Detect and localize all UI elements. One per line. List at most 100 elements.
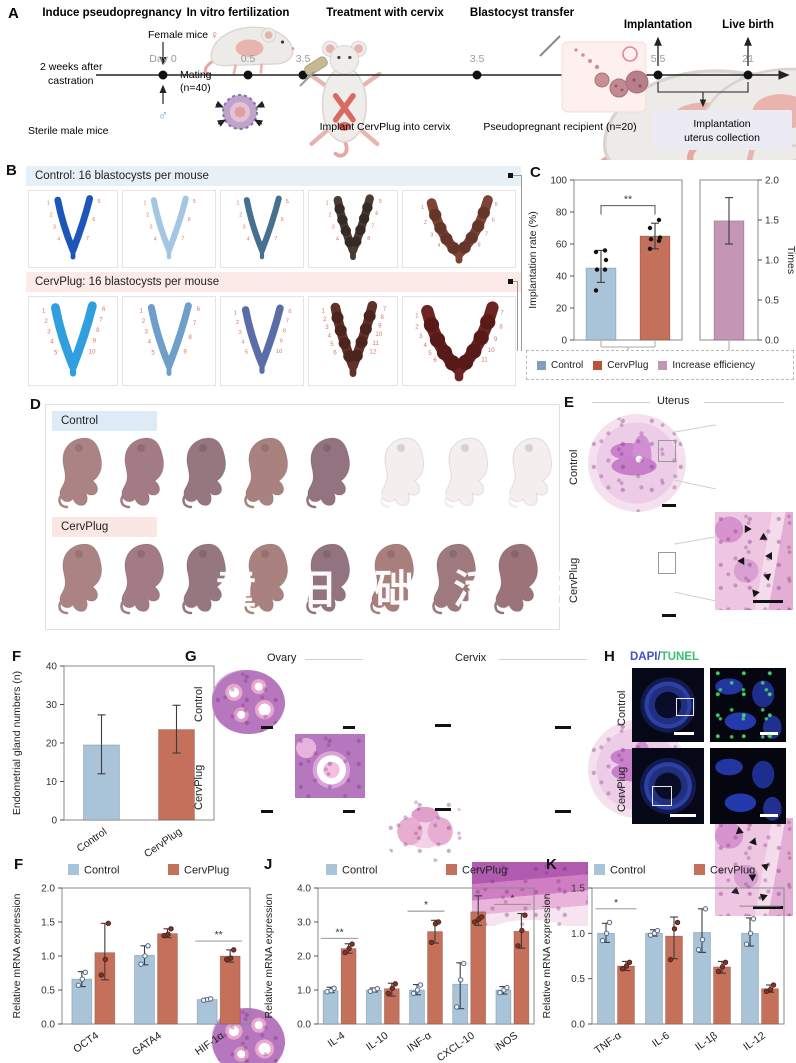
pup xyxy=(58,436,103,509)
svg-text:IL-12: IL-12 xyxy=(741,1030,768,1054)
svg-text:2: 2 xyxy=(146,212,149,218)
step-title-5: Implantation xyxy=(624,19,692,31)
timepoint-3-5b: 3.5 xyxy=(470,53,485,65)
legend-cervplug: CervPlug xyxy=(607,359,649,371)
svg-text:2: 2 xyxy=(415,323,419,330)
svg-text:3: 3 xyxy=(150,224,153,230)
panel-k-letter: K xyxy=(546,856,557,873)
svg-text:IL-10: IL-10 xyxy=(364,1030,391,1054)
svg-text:8: 8 xyxy=(381,314,385,321)
uterus-histology-panel: Uterus Control CervPlug xyxy=(562,392,796,916)
svg-text:1.0: 1.0 xyxy=(41,952,55,963)
sterile-male-label: Sterile male mice xyxy=(28,125,109,137)
legend-control: Control xyxy=(551,359,584,371)
cervplug-group-header: CervPlug: 16 blastocysts per mouse xyxy=(26,272,521,292)
uterus-zoom-cervplug xyxy=(715,818,793,916)
uterus-image: 1 2 3 4 5 6 7 8 9 10 11 12 xyxy=(308,296,398,386)
control-connector-node xyxy=(508,173,513,178)
svg-text:CervPlug: CervPlug xyxy=(184,865,229,877)
svg-text:9: 9 xyxy=(494,336,498,343)
step-title-1: Induce pseudopregnancy xyxy=(42,7,182,19)
svg-text:5: 5 xyxy=(330,341,334,348)
svg-text:7: 7 xyxy=(181,236,184,242)
panel-i-label: F xyxy=(14,856,24,873)
svg-text:2: 2 xyxy=(323,316,327,323)
cervix-control xyxy=(385,798,465,862)
ovary-cervix-panel: G Ovary Cervix Control CervPlug xyxy=(183,648,593,1063)
panel-d-label: D xyxy=(30,396,41,413)
svg-text:5: 5 xyxy=(97,199,100,205)
implantation-rate-chart: 0 20 40 60 80 100 Implantation rate (%) ** 0.0 0.… xyxy=(527,176,796,356)
pup xyxy=(182,436,227,509)
svg-text:CervPlug: CervPlug xyxy=(462,865,507,877)
svg-text:10: 10 xyxy=(375,331,382,338)
svg-text:4: 4 xyxy=(438,243,441,249)
svg-text:8: 8 xyxy=(188,334,192,341)
dapi-tunel-title: DAPI/TUNEL xyxy=(630,651,700,663)
svg-text:6: 6 xyxy=(375,211,378,217)
svg-text:*: * xyxy=(758,894,762,906)
svg-text:**: ** xyxy=(336,926,344,938)
svg-text:CervPlug: CervPlug xyxy=(710,865,755,877)
svg-text:4: 4 xyxy=(50,339,54,346)
pups-control-row xyxy=(46,435,559,511)
svg-text:5: 5 xyxy=(151,349,155,356)
svg-text:*: * xyxy=(510,892,514,904)
svg-text:8: 8 xyxy=(499,323,503,330)
svg-text:**: ** xyxy=(624,194,632,206)
svg-text:10: 10 xyxy=(89,349,96,356)
control-group-title: Control: 16 blastocysts per mouse xyxy=(35,170,209,182)
pup-faded xyxy=(508,436,553,509)
svg-text:Control: Control xyxy=(342,865,377,877)
svg-text:0.5: 0.5 xyxy=(765,296,779,307)
step-title-3: Treatment with cervix xyxy=(326,7,444,19)
pup xyxy=(244,436,289,509)
svg-text:11: 11 xyxy=(373,340,380,347)
svg-text:2: 2 xyxy=(236,320,239,326)
cervplug-implant-icon xyxy=(304,56,328,76)
watermark-text: 童 旧 础 活 用 xyxy=(216,568,587,612)
svg-text:40: 40 xyxy=(46,662,58,673)
svg-text:100: 100 xyxy=(550,176,567,187)
svg-text:0.0: 0.0 xyxy=(297,1020,311,1031)
panel-c-legend: Control CervPlug Increase efficiency xyxy=(526,350,794,380)
uterus-image: 1 2 3 4 5 6 7 8 9 10 xyxy=(220,296,304,386)
dapi-label: DAPI xyxy=(630,651,658,663)
mrna-chart-j: 0.0 1.0 2.0 3.0 4.0 Relative mRNA expression I… xyxy=(263,864,535,1063)
svg-text:7: 7 xyxy=(485,231,488,237)
svg-text:Relative mRNA expression: Relative mRNA expression xyxy=(263,893,275,1018)
castration-label-2: castration xyxy=(48,75,94,87)
svg-text:iNOS: iNOS xyxy=(493,1030,520,1054)
svg-text:6: 6 xyxy=(92,217,95,223)
svg-text:1: 1 xyxy=(234,311,237,317)
svg-text:5: 5 xyxy=(286,199,289,205)
svg-text:4: 4 xyxy=(148,339,152,346)
svg-text:6: 6 xyxy=(492,218,495,224)
svg-text:5: 5 xyxy=(428,350,432,357)
svg-text:4: 4 xyxy=(423,342,427,349)
svg-text:9: 9 xyxy=(183,349,187,356)
svg-text:1: 1 xyxy=(143,201,146,207)
svg-text:5: 5 xyxy=(495,202,498,208)
svg-text:9: 9 xyxy=(93,338,97,345)
panel-f-label: F xyxy=(12,648,22,665)
step-title-2: In vitro fertilization xyxy=(187,7,290,19)
pup xyxy=(120,542,165,615)
svg-text:11: 11 xyxy=(481,356,488,363)
svg-text:3: 3 xyxy=(332,224,335,230)
svg-text:30: 30 xyxy=(46,700,58,711)
svg-text:3: 3 xyxy=(239,330,242,336)
svg-text:5: 5 xyxy=(193,199,196,205)
uterus-image: 1 2 3 4 5 6 7 8 9 10 11 xyxy=(402,296,516,386)
svg-text:7: 7 xyxy=(86,236,89,242)
svg-text:8: 8 xyxy=(478,243,481,249)
svg-text:0.0: 0.0 xyxy=(41,1020,55,1031)
panel-h-label: H xyxy=(604,648,615,665)
male-symbol: ♂ xyxy=(158,107,169,123)
svg-text:6: 6 xyxy=(333,349,337,356)
svg-text:8: 8 xyxy=(367,236,370,242)
panel-j-letter: J xyxy=(264,856,273,873)
mating-n-label: (n=40) xyxy=(180,82,211,94)
svg-text:7: 7 xyxy=(372,223,375,229)
svg-text:7: 7 xyxy=(274,236,277,242)
